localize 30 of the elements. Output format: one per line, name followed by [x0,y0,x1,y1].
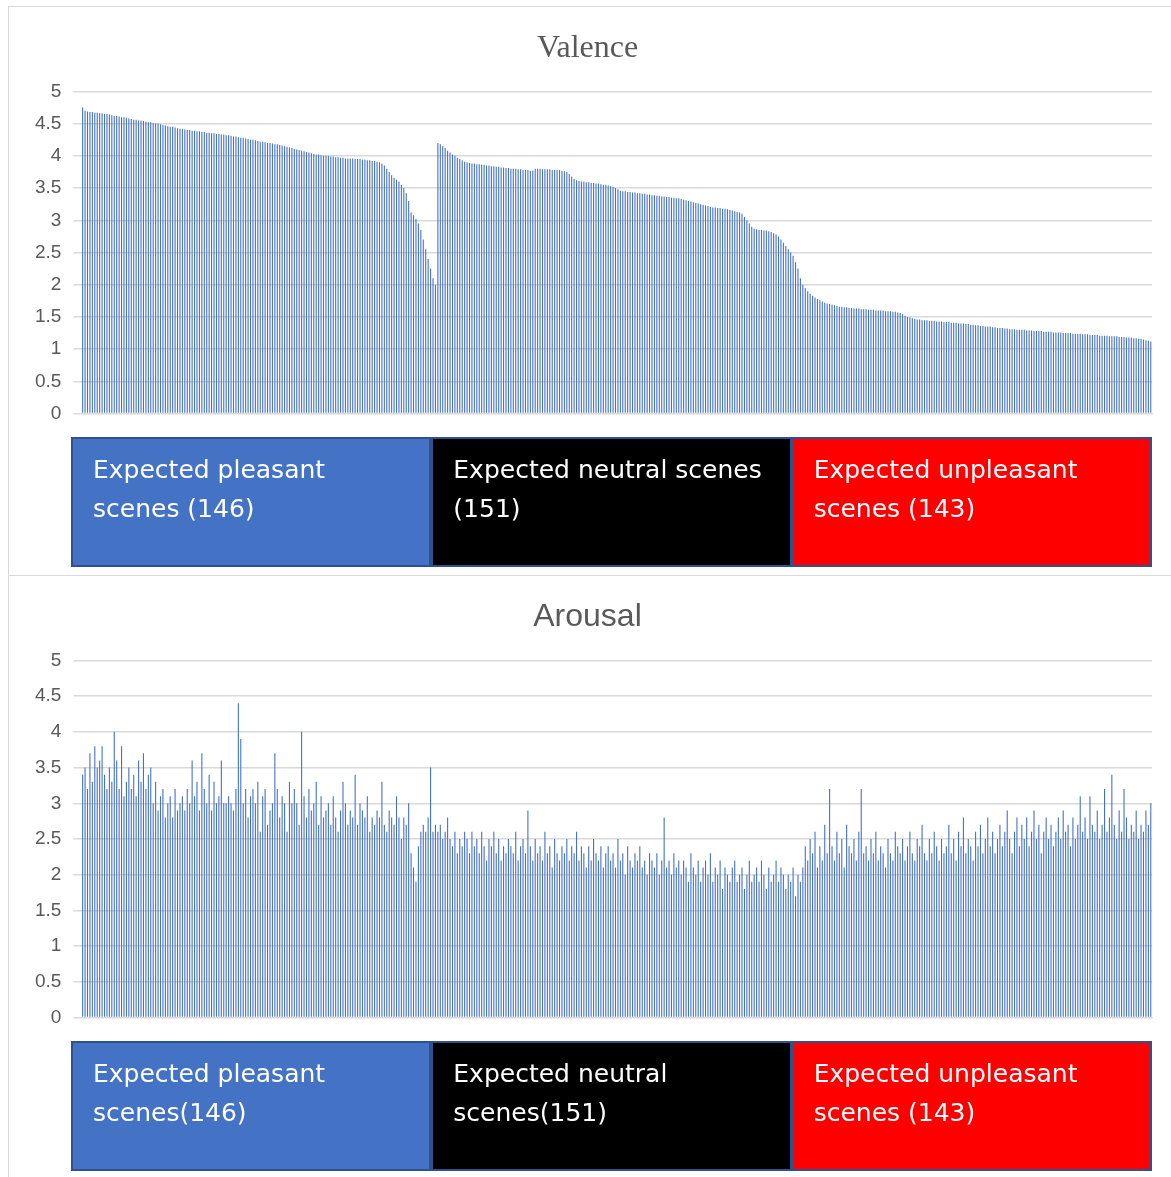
y-tick-label: 4 [50,144,62,166]
y-tick-label: 3.5 [34,176,62,198]
y-tick-label: 0.5 [34,369,62,391]
y-tick-label: 1.5 [34,305,62,327]
y-tick-label: 1 [50,934,62,956]
y-tick-label: 2.5 [34,827,62,849]
y-tick-label: 1.5 [34,898,62,920]
chart-title: Valence [536,27,639,64]
y-tick-label: 3.5 [34,755,62,777]
y-tick-label: 5 [50,648,62,670]
text-box: Expected unpleasant scenes (143) [791,1041,1152,1171]
text-box: Expected neutral scenes(151) [431,1041,792,1171]
y-tick-label: 4 [50,720,62,742]
y-tick-label: 1 [50,337,62,359]
y-tick-label: 2 [50,272,62,294]
y-tick-label: 0 [50,401,62,423]
text-box: Expected pleasant scenes (146) [71,437,432,567]
text-box: Expected neutral scenes (151) [431,437,792,567]
y-tick-label: 0 [50,1005,62,1027]
text-box: Expected unpleasant scenes (143) [791,437,1152,567]
chart-title: Arousal [533,597,642,634]
y-tick-label: 4.5 [34,111,62,133]
y-tick-label: 0.5 [34,970,62,992]
y-tick-label: 2 [50,862,62,884]
text-box: Expected pleasant scenes(146) [71,1041,432,1171]
y-tick-label: 2.5 [34,240,62,262]
y-tick-label: 3 [50,208,62,230]
y-tick-label: 5 [50,79,62,101]
y-tick-label: 3 [50,791,62,813]
y-tick-label: 4.5 [34,684,62,706]
